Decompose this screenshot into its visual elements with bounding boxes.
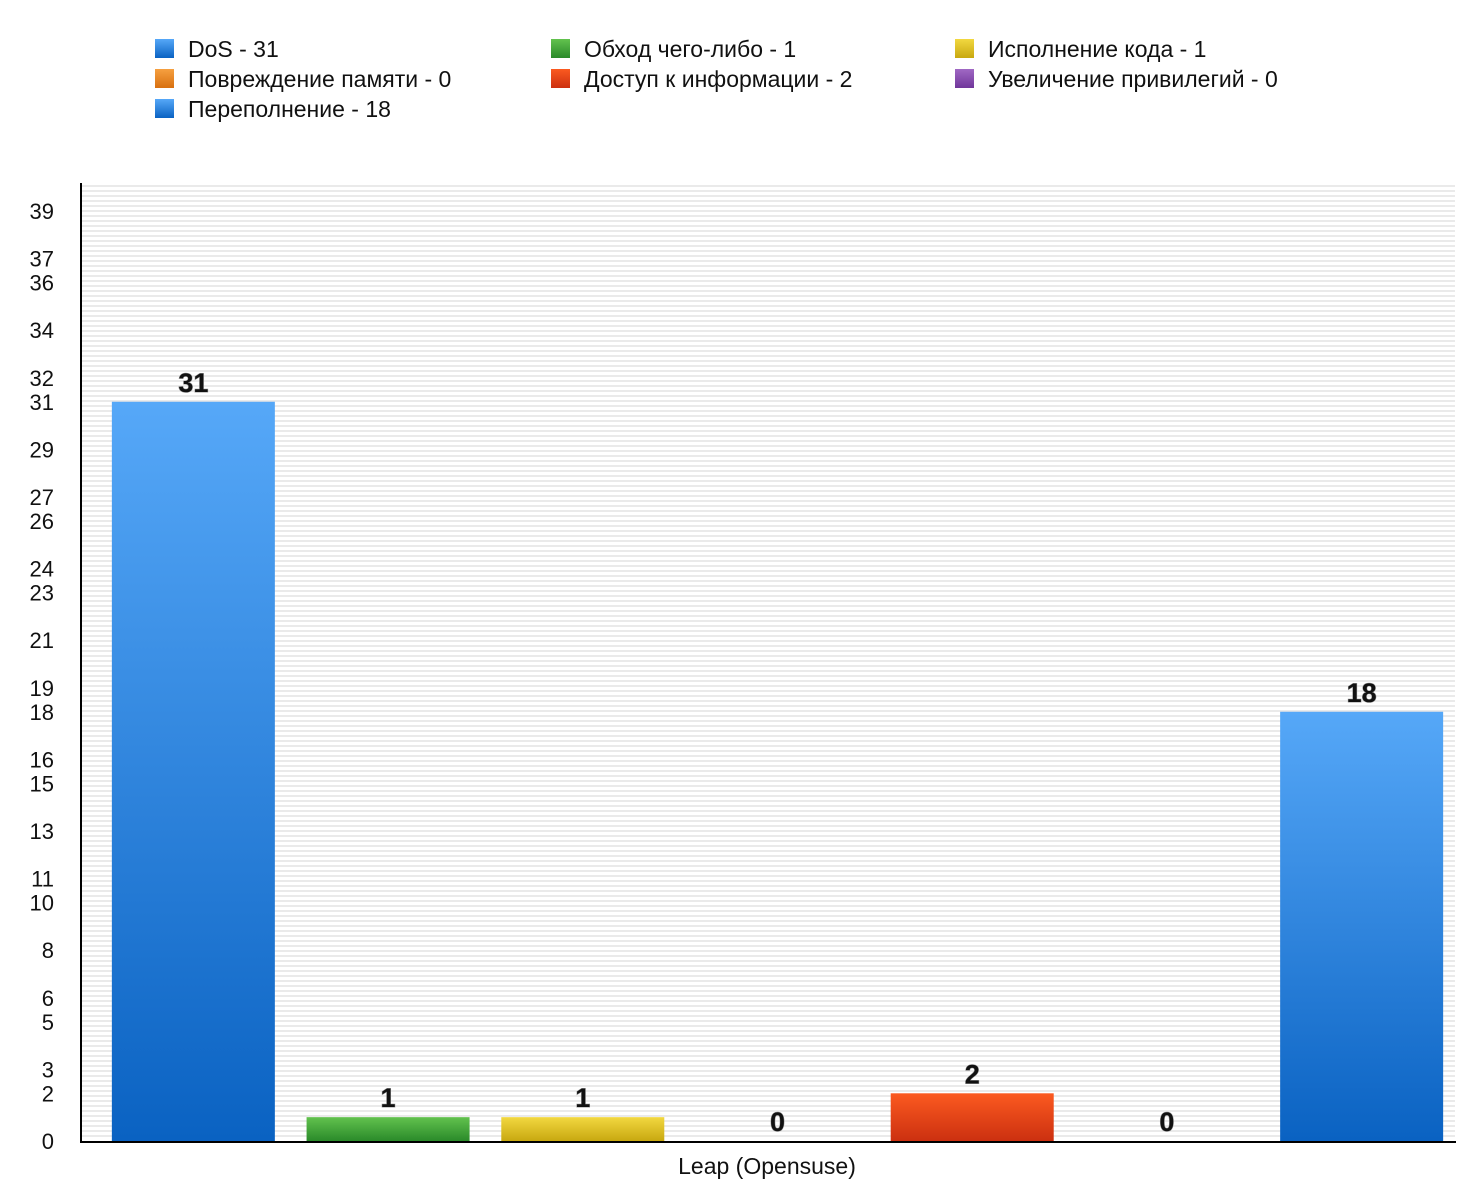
- y-tick-label: 11: [31, 867, 54, 892]
- y-tick-label: 18: [30, 700, 54, 725]
- bar-исполнение-кода: [501, 1117, 665, 1141]
- y-axis-ticks: 0235681011131516181921232426272931323436…: [30, 199, 54, 1154]
- bar-dos: [111, 401, 275, 1141]
- y-tick-label: 31: [30, 390, 54, 415]
- legend-swatch-доступ-к-информации: [551, 69, 570, 88]
- legend-label-переполнение: Переполнение - 18: [188, 96, 391, 122]
- y-tick-label: 15: [30, 771, 54, 796]
- data-label-переполнение: 18: [1347, 678, 1377, 708]
- legend-label-обход-чего-либо: Обход чего-либо - 1: [584, 36, 796, 62]
- y-tick-label: 37: [30, 247, 54, 272]
- legend-swatch-исполнение-кода: [955, 39, 974, 58]
- y-tick-label: 27: [30, 485, 54, 510]
- legend-swatch-повреждение-памяти: [155, 69, 174, 88]
- data-labels: 31 1 1 0 2 0 18: [178, 367, 1377, 1137]
- gridlines: [82, 185, 1455, 1137]
- y-tick-label: 5: [42, 1010, 54, 1035]
- legend-swatch-dos: [155, 39, 174, 58]
- legend-label-доступ-к-информации: Доступ к информации - 2: [584, 66, 852, 92]
- legend-swatch-обход-чего-либо: [551, 39, 570, 58]
- data-label-увеличение-привилегий: 0: [1159, 1107, 1174, 1137]
- y-tick-label: 13: [30, 819, 54, 844]
- bars: [111, 401, 1444, 1141]
- legend-label-увеличение-привилегий: Увеличение привилегий - 0: [988, 66, 1278, 92]
- y-tick-label: 23: [30, 581, 54, 606]
- y-tick-label: 8: [42, 938, 54, 963]
- y-tick-label: 39: [30, 199, 54, 224]
- bar-обход-чего-либо: [306, 1117, 470, 1141]
- x-category-label: Leap (Opensuse): [678, 1153, 856, 1179]
- y-tick-label: 19: [30, 676, 54, 701]
- data-label-обход-чего-либо: 1: [381, 1083, 396, 1113]
- y-tick-label: 36: [30, 271, 54, 296]
- y-tick-label: 3: [42, 1057, 54, 1082]
- bar-доступ-к-информации: [890, 1093, 1054, 1141]
- y-tick-label: 32: [30, 366, 54, 391]
- y-tick-label: 16: [30, 747, 54, 772]
- y-tick-label: 34: [30, 318, 54, 343]
- bar-переполнение: [1280, 711, 1444, 1141]
- y-tick-label: 24: [30, 557, 54, 582]
- legend-swatch-переполнение: [155, 99, 174, 118]
- y-tick-label: 10: [30, 891, 54, 916]
- data-label-исполнение-кода: 1: [575, 1083, 590, 1113]
- legend: DoS - 31 Обход чего-либо - 1 Исполнение ко…: [155, 36, 1278, 122]
- y-tick-label: 0: [42, 1129, 54, 1154]
- legend-swatch-увеличение-привилегий: [955, 69, 974, 88]
- legend-label-dos: DoS - 31: [188, 36, 279, 62]
- data-label-доступ-к-информации: 2: [965, 1059, 980, 1089]
- legend-label-повреждение-памяти: Повреждение памяти - 0: [188, 66, 451, 92]
- y-tick-label: 21: [30, 628, 54, 653]
- y-tick-label: 2: [42, 1081, 54, 1106]
- y-tick-label: 6: [42, 986, 54, 1011]
- y-tick-label: 29: [30, 437, 54, 462]
- y-tick-label: 26: [30, 509, 54, 534]
- data-label-dos: 31: [178, 368, 208, 398]
- data-label-повреждение-памяти: 0: [770, 1107, 785, 1137]
- legend-label-исполнение-кода: Исполнение кода - 1: [988, 36, 1206, 62]
